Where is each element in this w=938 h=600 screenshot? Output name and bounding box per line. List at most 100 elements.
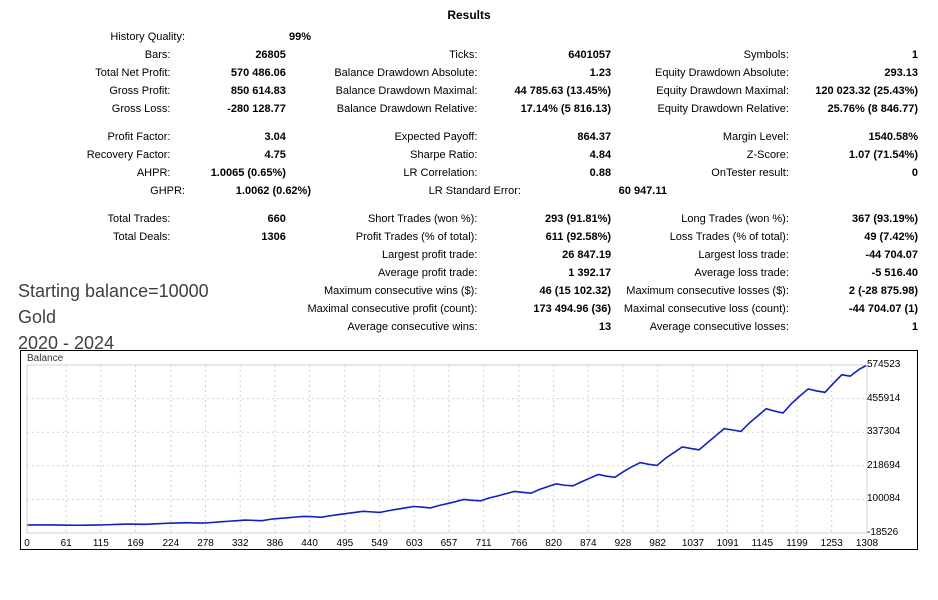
- xtick-label: 440: [301, 538, 318, 549]
- avg-consec-wins-label: Average consecutive wins:: [286, 318, 478, 336]
- xtick-label: 495: [337, 538, 354, 549]
- total-trades-value: 660: [170, 210, 285, 228]
- max-consec-wins-value: 46 (15 102.32): [477, 282, 611, 300]
- xtick-label: 1091: [717, 538, 739, 549]
- ahpr-label: AHPR:: [20, 164, 170, 182]
- balance-dd-max-value: 44 785.63 (13.45%): [477, 82, 611, 100]
- balance-dd-max-label: Balance Drawdown Maximal:: [286, 82, 478, 100]
- profit-factor-label: Profit Factor:: [20, 128, 170, 146]
- balance-chart-svg: [21, 351, 917, 549]
- ytick-label: -18526: [867, 527, 915, 538]
- ghpr-label: GHPR:: [20, 182, 185, 200]
- long-trades-value: 367 (93.19%): [789, 210, 918, 228]
- balance-dd-abs-label: Balance Drawdown Absolute:: [286, 64, 478, 82]
- xtick-label: 61: [61, 538, 72, 549]
- recovery-factor-value: 4.75: [170, 146, 285, 164]
- xtick-label: 766: [511, 538, 528, 549]
- equity-dd-abs-label: Equity Drawdown Absolute:: [611, 64, 789, 82]
- balance-dd-abs-value: 1.23: [477, 64, 611, 82]
- table-row: Maximum consecutive wins ($): 46 (15 102…: [20, 282, 918, 300]
- total-net-profit-value: 570 486.06: [170, 64, 285, 82]
- avg-consec-losses-value: 1: [789, 318, 918, 336]
- maximal-consec-loss-label: Maximal consecutive loss (count):: [611, 300, 789, 318]
- table-row: Total Deals: 1306 Profit Trades (% of to…: [20, 228, 918, 246]
- bars-label: Bars:: [20, 46, 170, 64]
- largest-profit-value: 26 847.19: [477, 246, 611, 264]
- sharpe-ratio-label: Sharpe Ratio:: [286, 146, 478, 164]
- xtick-label: 928: [615, 538, 632, 549]
- ontester-label: OnTester result:: [611, 164, 789, 182]
- equity-dd-max-value: 120 023.32 (25.43%): [789, 82, 918, 100]
- ticks-value: 6401057: [477, 46, 611, 64]
- gross-loss-value: -280 128.77: [170, 100, 285, 118]
- avg-consec-losses-label: Average consecutive losses:: [611, 318, 789, 336]
- symbols-label: Symbols:: [611, 46, 789, 64]
- xtick-label: 982: [649, 538, 666, 549]
- symbols-value: 1: [789, 46, 918, 64]
- history-quality-value: 99%: [185, 28, 311, 46]
- xtick-label: 0: [24, 538, 30, 549]
- history-quality-label: History Quality:: [20, 28, 185, 46]
- gross-profit-label: Gross Profit:: [20, 82, 170, 100]
- long-trades-label: Long Trades (won %):: [611, 210, 789, 228]
- xtick-label: 169: [127, 538, 144, 549]
- loss-trades-label: Loss Trades (% of total):: [611, 228, 789, 246]
- largest-profit-label: Largest profit trade:: [286, 246, 478, 264]
- lr-corr-label: LR Correlation:: [286, 164, 478, 182]
- max-consec-losses-value: 2 (-28 875.98): [789, 282, 918, 300]
- xtick-label: 1145: [752, 538, 774, 549]
- avg-profit-label: Average profit trade:: [286, 264, 478, 282]
- xtick-label: 1037: [682, 538, 704, 549]
- xtick-label: 711: [476, 538, 492, 549]
- gross-loss-label: Gross Loss:: [20, 100, 170, 118]
- loss-trades-value: 49 (7.42%): [789, 228, 918, 246]
- xtick-label: 278: [197, 538, 214, 549]
- recovery-factor-label: Recovery Factor:: [20, 146, 170, 164]
- equity-dd-rel-value: 25.76% (8 846.77): [789, 100, 918, 118]
- table-row: Average consecutive wins: 13 Average con…: [20, 318, 918, 336]
- z-score-value: 1.07 (71.54%): [789, 146, 918, 164]
- table-row: Gross Loss: -280 128.77 Balance Drawdown…: [20, 100, 918, 118]
- xtick-label: 1199: [786, 538, 808, 549]
- profit-trades-label: Profit Trades (% of total):: [286, 228, 478, 246]
- xtick-label: 603: [406, 538, 423, 549]
- table-row: Average profit trade: 1 392.17 Average l…: [20, 264, 918, 282]
- table-row: History Quality: 99%: [20, 28, 918, 46]
- ytick-label: 100084: [867, 493, 915, 504]
- short-trades-value: 293 (91.81%): [477, 210, 611, 228]
- table-row: Bars: 26805 Ticks: 6401057 Symbols: 1: [20, 46, 918, 64]
- results-title: Results: [20, 8, 918, 22]
- lr-stderr-label: LR Standard Error:: [311, 182, 521, 200]
- balance-chart: Balance 574523455914337304218694100084-1…: [20, 350, 918, 550]
- maximal-consec-profit-value: 173 494.96 (36): [477, 300, 611, 318]
- profit-factor-value: 3.04: [170, 128, 285, 146]
- total-net-profit-label: Total Net Profit:: [20, 64, 170, 82]
- xtick-label: 1308: [856, 538, 878, 549]
- xtick-label: 115: [93, 538, 109, 549]
- equity-dd-rel-label: Equity Drawdown Relative:: [611, 100, 789, 118]
- margin-level-value: 1540.58%: [789, 128, 918, 146]
- gross-profit-value: 850 614.83: [170, 82, 285, 100]
- maximal-consec-profit-label: Maximal consecutive profit (count):: [286, 300, 478, 318]
- lr-stderr-value: 60 947.11: [521, 182, 667, 200]
- xtick-label: 332: [232, 538, 249, 549]
- largest-loss-label: Largest loss trade:: [611, 246, 789, 264]
- ytick-label: 455914: [867, 393, 915, 404]
- xtick-label: 874: [580, 538, 597, 549]
- maximal-consec-loss-value: -44 704.07 (1): [789, 300, 918, 318]
- total-deals-label: Total Deals:: [20, 228, 170, 246]
- equity-dd-max-label: Equity Drawdown Maximal:: [611, 82, 789, 100]
- xtick-label: 549: [371, 538, 388, 549]
- table-row: Largest profit trade: 26 847.19 Largest …: [20, 246, 918, 264]
- equity-dd-abs-value: 293.13: [789, 64, 918, 82]
- xtick-label: 224: [163, 538, 180, 549]
- table-row: Profit Factor: 3.04 Expected Payoff: 864…: [20, 128, 918, 146]
- ahpr-value: 1.0065 (0.65%): [170, 164, 285, 182]
- balance-dd-rel-label: Balance Drawdown Relative:: [286, 100, 478, 118]
- ytick-label: 574523: [867, 359, 915, 370]
- results-table: History Quality: 99% Bars: 26805 Ticks: …: [20, 28, 918, 336]
- table-row: AHPR: 1.0065 (0.65%) LR Correlation: 0.8…: [20, 164, 918, 182]
- table-row: GHPR: 1.0062 (0.62%) LR Standard Error: …: [20, 182, 918, 200]
- balance-chart-caption: Balance: [27, 353, 63, 364]
- table-row: Gross Profit: 850 614.83 Balance Drawdow…: [20, 82, 918, 100]
